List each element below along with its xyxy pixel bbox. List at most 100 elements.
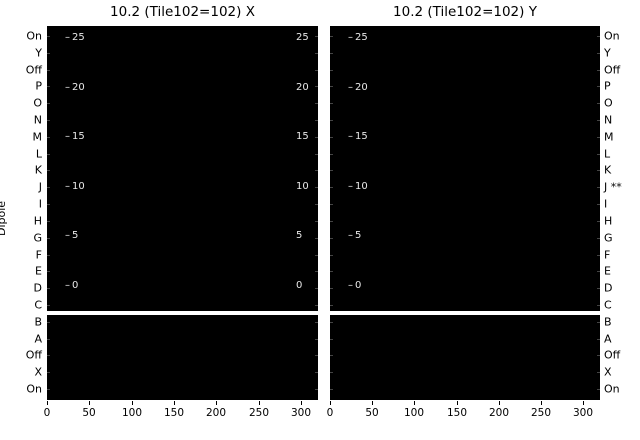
inner-ytick-value: 0 <box>296 280 303 291</box>
category-axis-label: Off <box>25 348 42 362</box>
inner-ytick-value: 0 <box>72 280 79 291</box>
axis-edge-tick <box>47 70 50 71</box>
axis-edge-tick <box>330 221 333 222</box>
x-axis-tick-label: 200 <box>488 407 510 419</box>
axis-edge-tick <box>315 372 318 373</box>
inner-ytick-label: 15 <box>296 132 309 142</box>
inner-ytick-value: 25 <box>355 32 368 43</box>
x-axis-tick <box>414 401 415 405</box>
category-axis-label: J ** <box>604 180 622 194</box>
tick-dash-icon: – <box>348 131 353 143</box>
x-axis-tick-label: 150 <box>446 407 468 419</box>
inner-ytick-value: 5 <box>355 230 362 242</box>
x-axis-tick <box>301 401 302 405</box>
inner-ytick-value: 20 <box>296 81 309 93</box>
axis-edge-tick <box>597 187 600 188</box>
axis-edge-tick <box>330 154 333 155</box>
inner-ytick-value: 25 <box>296 32 309 43</box>
axis-edge-tick <box>47 103 50 104</box>
axis-edge-tick <box>315 86 318 87</box>
category-axis-label: P <box>604 79 611 93</box>
axis-edge-tick <box>330 372 333 373</box>
axis-edge-tick <box>315 120 318 121</box>
axis-edge-tick <box>330 255 333 256</box>
category-axis-label: Off <box>25 63 42 77</box>
inner-ytick-label: 25 <box>296 33 309 43</box>
axis-edge-tick <box>597 36 600 37</box>
category-axis-label: K <box>34 163 42 177</box>
tick-dash-icon: – <box>65 180 70 192</box>
category-axis-label: B <box>34 315 42 329</box>
tick-dash-icon: – <box>65 131 70 143</box>
category-axis-label: O <box>604 96 613 110</box>
category-axis-label: A <box>34 332 42 346</box>
axis-edge-tick <box>315 255 318 256</box>
category-axis-label: X <box>604 365 612 379</box>
x-axis-tick <box>499 401 500 405</box>
category-axis-label: G <box>33 231 42 245</box>
x-axis-tick-label: 300 <box>572 407 594 419</box>
inner-ytick-value: 0 <box>355 280 362 291</box>
category-axis-label: B <box>604 315 612 329</box>
category-axis-label: F <box>35 248 42 262</box>
axis-edge-tick <box>315 103 318 104</box>
plot-area-y-lower[interactable] <box>330 315 600 400</box>
tick-dash-icon: – <box>348 230 353 242</box>
tick-dash-icon: – <box>65 32 70 43</box>
category-axis-label: N <box>604 113 613 127</box>
axis-edge-tick <box>315 355 318 356</box>
panel-title-x: 10.2 (Tile102=102) X <box>110 4 255 20</box>
inner-ytick-label: –25 <box>348 33 368 43</box>
inner-ytick-value: 25 <box>72 32 85 43</box>
plot-area-y-main[interactable] <box>330 26 600 311</box>
axis-edge-tick <box>597 70 600 71</box>
category-axis-label: M <box>604 130 614 144</box>
plot-area-x-lower[interactable] <box>47 315 318 400</box>
x-axis-tick-label: 250 <box>530 407 552 419</box>
category-axis-label: H <box>604 214 613 228</box>
axis-edge-tick <box>597 86 600 87</box>
axis-edge-tick <box>330 204 333 205</box>
inner-ytick-label: –25 <box>65 33 85 43</box>
category-axis-label: J <box>38 180 42 194</box>
category-axis-label: D <box>33 281 42 295</box>
axis-edge-tick <box>597 255 600 256</box>
category-axis-label: N <box>33 113 42 127</box>
category-axis-label: P <box>35 79 42 93</box>
axis-edge-tick <box>330 322 333 323</box>
axis-edge-tick <box>330 305 333 306</box>
x-axis-tick-label: 0 <box>326 407 334 419</box>
panel-title-y: 10.2 (Tile102=102) Y <box>393 4 537 20</box>
inner-ytick-label: –15 <box>348 132 368 142</box>
axis-edge-tick <box>47 355 50 356</box>
x-axis-tick <box>216 401 217 405</box>
inner-ytick-value: 20 <box>72 81 85 93</box>
axis-edge-tick <box>47 372 50 373</box>
axis-edge-tick <box>315 221 318 222</box>
category-axis-label: Y <box>35 46 42 60</box>
axis-edge-tick <box>315 339 318 340</box>
inner-ytick-label: –10 <box>65 180 85 192</box>
plot-area-x-main[interactable] <box>47 26 318 311</box>
axis-edge-tick <box>597 120 600 121</box>
axis-edge-tick <box>315 53 318 54</box>
axis-edge-tick <box>597 339 600 340</box>
category-axis-label: I <box>604 197 608 211</box>
inner-ytick-label: –20 <box>348 82 368 93</box>
axis-edge-tick <box>597 221 600 222</box>
axis-edge-tick <box>597 305 600 306</box>
axis-edge-tick <box>330 389 333 390</box>
axis-edge-tick <box>47 53 50 54</box>
inner-ytick-value: 10 <box>72 180 85 192</box>
category-axis-label: E <box>35 264 42 278</box>
tick-dash-icon: – <box>65 81 70 93</box>
tick-dash-icon: – <box>348 280 353 291</box>
axis-edge-tick <box>597 204 600 205</box>
x-axis-tick-label: 50 <box>365 407 379 419</box>
axis-edge-tick <box>47 204 50 205</box>
category-axis-label: E <box>604 264 611 278</box>
axis-edge-tick <box>597 372 600 373</box>
axis-edge-tick <box>330 120 333 121</box>
axis-edge-tick <box>597 389 600 390</box>
